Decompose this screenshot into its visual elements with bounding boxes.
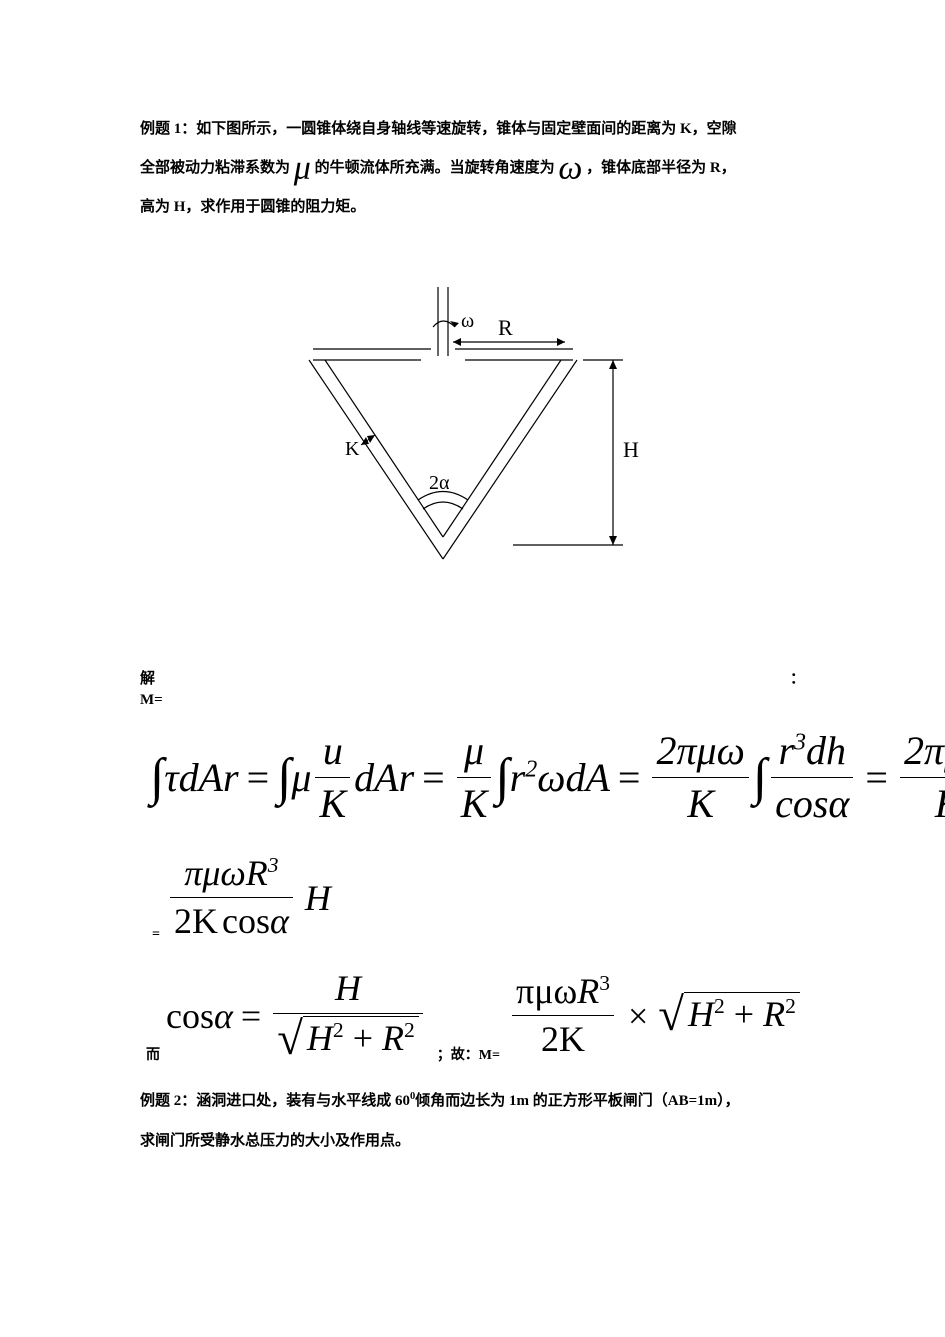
eq2-H: H <box>305 877 331 919</box>
label-R: R <box>498 315 513 340</box>
m-equals: M= <box>140 692 805 709</box>
p1-line2b: 的牛顿流体所充满。当旋转角速度为 <box>315 160 555 176</box>
sol-left: 解 <box>140 667 155 688</box>
equation-2: = πμωR3 2Kcosα H <box>146 852 805 943</box>
label-omega: ω <box>461 310 474 332</box>
cone-diagram: ω R K 2α <box>283 287 663 587</box>
problem1-text: 例题 1：如下图所示，一圆锥体绕自身轴线等速旋转，锥体与固定壁面间的距离为 K，… <box>140 110 805 149</box>
p1-line2a: 全部被动力粘滞系数为 <box>140 160 290 176</box>
problem2-label: 例题 2： <box>140 1093 196 1109</box>
equation-1: ∫ τ dAr = ∫ μ u K dAr = μ K ∫ r2 ω dA = … <box>150 727 805 828</box>
mu-symbol: μ <box>294 150 311 187</box>
problem1-text-l3: 高为 H，求作用于圆锥的阻力矩。 <box>140 188 805 227</box>
label-K: K <box>345 438 360 460</box>
sol-right: ： <box>790 667 805 688</box>
eq2-eqsym: = <box>152 927 160 943</box>
label-H: H <box>623 437 639 462</box>
problem1-text-l2: 全部被动力粘滞系数为 μ 的牛顿流体所充满。当旋转角速度为 ω ，锥体底部半径为… <box>140 149 805 188</box>
eq3-er: 而 <box>146 1044 160 1064</box>
problem1-label: 例题 1： <box>140 121 196 137</box>
diagram-container: ω R K 2α <box>140 287 805 587</box>
problem2-line1: 例题 2：涵洞进口处，装有与水平线成 600倾角而边长为 1m 的正方形平板闸门… <box>140 1088 805 1115</box>
problem2-line2: 求闸门所受静水总压力的大小及作用点。 <box>140 1129 805 1155</box>
omega-symbol: ω <box>558 150 582 187</box>
equation-3: 而 cosα = H √H2 + R2 ；故：M= πμωR3 2K × √H2… <box>140 967 805 1063</box>
eq3-gu: ；故：M= <box>437 1044 500 1064</box>
solution-header: 解 ： <box>140 667 805 688</box>
label-angle: 2α <box>429 472 450 494</box>
p1-line1a: 如下图所示，一圆锥体绕自身轴线等速旋转，锥体与固定壁面间的距离为 K，空隙 <box>196 121 736 137</box>
p1-line2c: ，锥体底部半径为 R， <box>586 160 736 176</box>
